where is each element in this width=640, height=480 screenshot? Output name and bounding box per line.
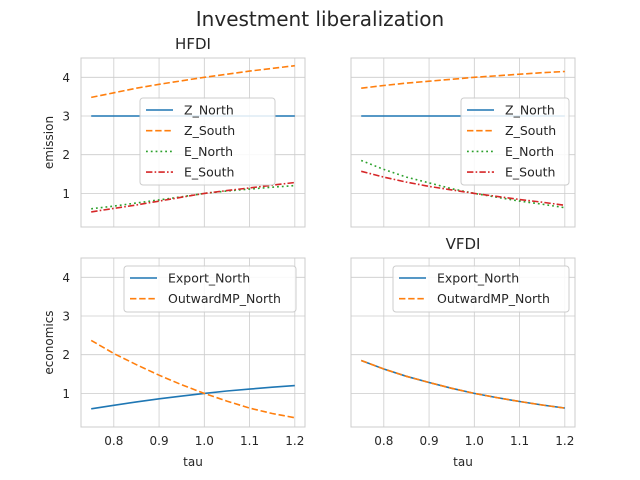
legend-label: E_North <box>505 144 554 159</box>
x-axis-label: tau <box>453 455 473 469</box>
legend-label: E_North <box>184 144 233 159</box>
plot-frame <box>80 257 306 428</box>
subplot-2: Z_North Z_South E_North E_South <box>350 57 576 228</box>
legend-box <box>123 265 297 313</box>
legend: Z_North Z_South E_North E_South <box>139 97 276 186</box>
legend: Z_North Z_South E_North E_South <box>460 97 570 186</box>
x-tick-label: 0.9 <box>150 434 169 448</box>
legend-label: Export_North <box>437 271 519 286</box>
y-tick-label: 3 <box>62 310 70 324</box>
legend-box <box>460 97 570 186</box>
legend-label: Z_South <box>184 123 235 138</box>
y-tick-label: 3 <box>62 110 70 124</box>
series-line-e-south <box>361 170 565 207</box>
y-tick-label: 4 <box>62 271 70 285</box>
subplot-grid: 1 2 3 4 HFDI emission Z_North Z_South E_North E_S… <box>42 35 576 469</box>
x-tick-label: 1.1 <box>240 434 259 448</box>
legend-label: Z_North <box>505 103 555 118</box>
x-axis-label: tau <box>183 455 203 469</box>
legend-label: Export_North <box>168 271 250 286</box>
series-line-export-north <box>91 384 295 410</box>
x-tick-label: 1.2 <box>555 434 574 448</box>
subplot-3: 0.8 0.9 1.0 1.1 1.2 1 2 3 4 economics tau Export_No… <box>42 257 306 469</box>
series-line-outwardmp-north <box>360 359 565 409</box>
subplot-4: 0.8 0.9 1.0 1.1 1.2 VFDI tau Export_North Outwar… <box>350 235 576 469</box>
legend-box <box>392 265 570 313</box>
series-line-e-south <box>91 181 295 213</box>
y-tick-label: 2 <box>62 348 70 362</box>
x-tick-label: 1.1 <box>510 434 529 448</box>
legend-label: Z_South <box>505 123 556 138</box>
subplot-1: 1 2 3 4 HFDI emission Z_North Z_South E_North E_S… <box>42 35 306 228</box>
legend-box <box>139 97 276 186</box>
x-tick-label: 1.2 <box>285 434 304 448</box>
legend-label: E_South <box>184 165 234 180</box>
y-tick-label: 2 <box>62 148 70 162</box>
y-axis-label: emission <box>42 116 56 169</box>
legend: Export_North OutwardMP_North <box>392 265 570 313</box>
y-tick-label: 4 <box>62 71 70 85</box>
legend-label: OutwardMP_North <box>168 291 281 306</box>
x-tick-label: 0.8 <box>104 434 123 448</box>
x-tick-label: 0.9 <box>420 434 439 448</box>
series-line-export-north <box>360 359 565 409</box>
series-line-z-south <box>361 70 565 89</box>
x-tick-label: 1.0 <box>465 434 484 448</box>
legend: Export_North OutwardMP_North <box>123 265 297 313</box>
legend-label: Z_North <box>184 103 234 118</box>
x-tick-label: 1.0 <box>195 434 214 448</box>
subplot-title: HFDI <box>175 35 211 53</box>
x-tick-label: 0.8 <box>374 434 393 448</box>
series-line-outwardmp-north <box>90 339 295 419</box>
plot-frame <box>350 257 576 428</box>
legend-label: OutwardMP_North <box>437 291 550 306</box>
legend-label: E_South <box>505 165 555 180</box>
y-tick-label: 1 <box>62 387 70 401</box>
y-tick-label: 1 <box>62 187 70 201</box>
series-line-z-south <box>91 64 295 99</box>
subplot-title: VFDI <box>446 235 481 253</box>
y-axis-label: economics <box>42 310 56 374</box>
plot-frame <box>80 57 306 228</box>
figure-title: Investment liberalization <box>196 7 444 31</box>
series-line-e-north <box>91 184 295 210</box>
plot-frame <box>350 57 576 228</box>
